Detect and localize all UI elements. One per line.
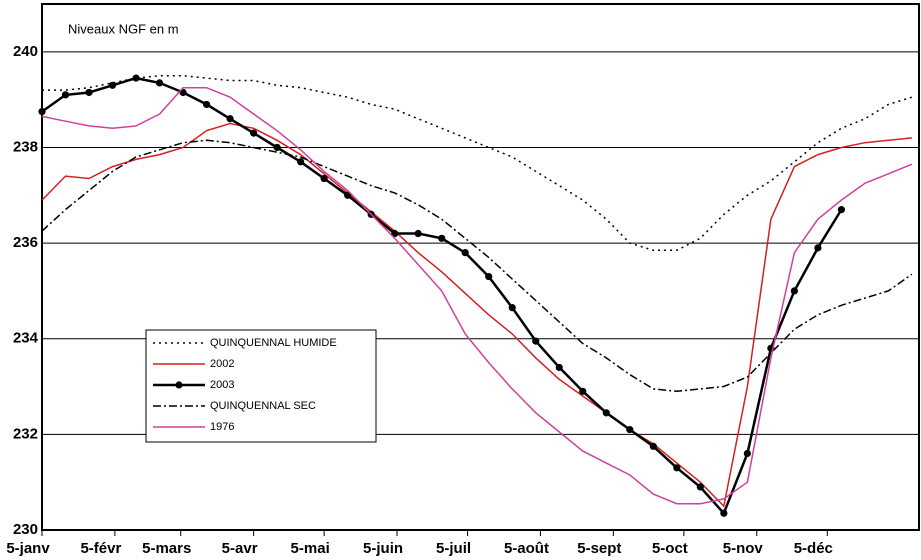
y-tick-label: 238 xyxy=(13,138,38,155)
series-line xyxy=(41,139,913,393)
x-tick-label: 5-oct xyxy=(652,540,688,557)
data-point xyxy=(743,449,751,458)
data-point xyxy=(391,229,399,238)
data-point xyxy=(297,158,305,166)
x-tick-label: 5-mai xyxy=(291,540,330,557)
series-line xyxy=(41,122,912,508)
y-tick-label: 236 xyxy=(13,234,38,251)
annotation: Niveaux NGF en m xyxy=(68,21,179,36)
data-point xyxy=(320,174,328,183)
data-point xyxy=(273,143,281,152)
data-point xyxy=(438,234,446,242)
data-point xyxy=(696,483,704,491)
legend-marker xyxy=(175,381,183,389)
data-point xyxy=(485,272,493,281)
data-point xyxy=(673,464,681,472)
legend-label: 2003 xyxy=(210,379,234,391)
data-point xyxy=(555,363,563,372)
x-tick-label: 5-nov xyxy=(723,540,764,557)
data-point xyxy=(626,425,634,434)
x-tick-label: 5-févr xyxy=(80,540,121,557)
data-point xyxy=(508,304,516,312)
series-line xyxy=(41,76,843,516)
x-tick-label: 5-juil xyxy=(436,540,471,557)
y-tick-label: 230 xyxy=(13,521,38,538)
data-point xyxy=(85,88,93,97)
data-point xyxy=(837,206,846,214)
data-point xyxy=(649,442,657,450)
legend-label: QUINQUENNAL SEC xyxy=(210,400,316,412)
data-point xyxy=(814,244,822,252)
data-point xyxy=(532,337,540,345)
x-tick-label: 5-déc xyxy=(794,540,833,557)
y-tick-label: 240 xyxy=(13,43,38,60)
x-tick-label: 5-avr xyxy=(222,540,258,557)
x-tick-label: 5-juin xyxy=(363,540,403,557)
legend: QUINQUENNAL HUMIDE 2002 2003 QUINQUENNAL SE… xyxy=(145,329,377,443)
y-tick-label: 234 xyxy=(13,330,39,347)
data-point xyxy=(414,229,422,238)
x-tick-label: 5-août xyxy=(504,540,549,557)
data-point xyxy=(155,79,164,87)
y-tick-label: 232 xyxy=(13,425,38,442)
data-point xyxy=(250,129,258,137)
data-point xyxy=(61,91,70,99)
legend-label: 1976 xyxy=(210,421,234,433)
data-point xyxy=(108,81,117,89)
x-tick-label: 5-sept xyxy=(577,540,621,557)
data-point xyxy=(579,387,587,395)
data-point xyxy=(202,100,211,109)
data-point xyxy=(720,509,728,517)
legend-label: 2002 xyxy=(210,358,234,370)
data-point xyxy=(461,249,469,257)
series-line xyxy=(42,74,913,252)
plot-frame xyxy=(41,3,920,531)
legend-label: QUINQUENNAL HUMIDE xyxy=(210,337,337,349)
series-line xyxy=(41,86,913,505)
x-tick-label: 5-mars xyxy=(142,540,191,557)
data-point xyxy=(226,115,234,123)
data-point xyxy=(602,409,610,417)
data-point xyxy=(38,107,46,116)
data-point xyxy=(344,191,352,199)
x-tick-label: 5-janv xyxy=(6,540,50,557)
data-point xyxy=(132,74,140,82)
data-point xyxy=(790,287,798,295)
